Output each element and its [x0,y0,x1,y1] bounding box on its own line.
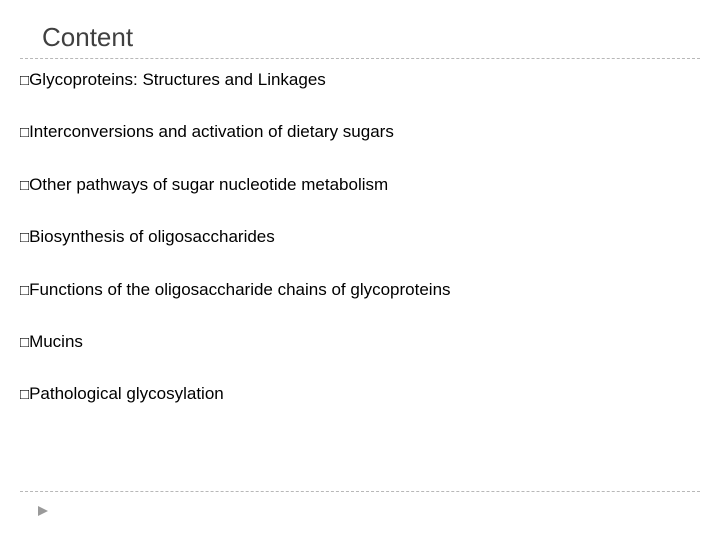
bullet-icon: □ [20,124,29,142]
list-item: □Functions of the oligosaccharide chains… [20,280,700,300]
list-item: □Biosynthesis of oligosaccharides [20,227,700,247]
bullet-icon: □ [20,72,29,90]
list-item: □Glycoproteins: Structures and Linkages [20,70,700,90]
content-list: □Glycoproteins: Structures and Linkages … [20,70,700,437]
item-prefix: Pathological [29,384,122,403]
item-prefix: Mucins [29,332,83,351]
item-rest: of oligosaccharides [125,227,275,246]
item-prefix: Biosynthesis [29,227,124,246]
bullet-icon: □ [20,282,29,300]
item-rest: and activation of dietary sugars [154,122,394,141]
list-item: □Mucins [20,332,700,352]
bullet-icon: □ [20,334,29,352]
bullet-icon: □ [20,177,29,195]
list-item: □Other pathways of sugar nucleotide meta… [20,175,700,195]
bullet-icon: □ [20,386,29,404]
bullet-icon: □ [20,229,29,247]
item-rest: glycosylation [122,384,224,403]
slide: Content □Glycoproteins: Structures and L… [0,0,720,540]
item-prefix: Functions [29,280,103,299]
item-rest: pathways of sugar nucleotide metabolism [72,175,389,194]
list-item: □Pathological glycosylation [20,384,700,404]
item-prefix: Interconversions [29,122,154,141]
divider-bottom [20,491,700,492]
item-rest: Structures and Linkages [138,70,326,89]
item-prefix: Glycoproteins: [29,70,138,89]
arrow-icon [36,504,50,518]
page-title: Content [42,22,133,53]
divider-top [20,58,700,59]
list-item: □Interconversions and activation of diet… [20,122,700,142]
item-rest: of the oligosaccharide chains of glycopr… [103,280,451,299]
item-prefix: Other [29,175,72,194]
